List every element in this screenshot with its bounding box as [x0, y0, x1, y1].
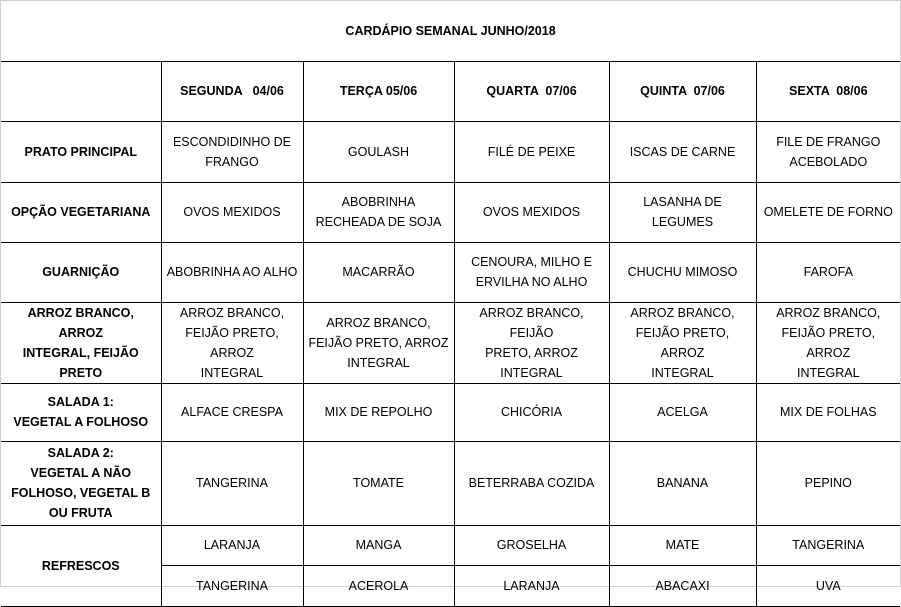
menu-cell: ACELGA [608, 382, 757, 442]
menu-cell: GROSELHA [453, 524, 610, 566]
row-label: PRATO PRINCIPAL [1, 120, 162, 183]
menu-cell: LARANJA [453, 564, 610, 607]
menu-cell: BETERRABA COZIDA [453, 440, 610, 526]
menu-cell: MATE [608, 524, 757, 566]
header-tuesday: TERÇA 05/06 [302, 60, 455, 122]
menu-cell: TANGERINA [755, 524, 901, 566]
menu-cell: FILÉ DE PEIXE [453, 120, 610, 183]
row-guarnicao: GUARNIÇÃO ABOBRINHA AO ALHO MACARRÃO CENOUR… [1, 241, 901, 303]
row-label: SALADA 2: VEGETAL A NÃO FOLHOSO, VEGETAL… [1, 440, 162, 526]
menu-cell: ARROZ BRANCO, FEIJÃO PRETO, ARROZ INTEGR… [160, 301, 304, 384]
menu-cell: MIX DE FOLHAS [755, 382, 901, 442]
row-prato-principal: PRATO PRINCIPAL ESCONDIDINHO DE FRANGO GOU… [1, 120, 901, 183]
menu-cell: TOMATE [302, 440, 455, 526]
menu-cell: PEPINO [755, 440, 901, 526]
title-row: CARDÁPIO SEMANAL JUNHO/2018 [1, 1, 901, 62]
menu-cell: ARROZ BRANCO, FEIJÃO PRETO, ARROZ INTEGR… [453, 301, 610, 384]
row-salada-1: SALADA 1: VEGETAL A FOLHOSO ALFACE CRESPA… [1, 382, 901, 442]
menu-cell: ALFACE CRESPA [160, 382, 304, 442]
header-thursday: QUINTA 07/06 [608, 60, 757, 122]
menu-cell: ARROZ BRANCO, FEIJÃO PRETO, ARROZ INTEGR… [608, 301, 757, 384]
menu-cell: MANGA [302, 524, 455, 566]
menu-cell: ABACAXI [608, 564, 757, 607]
menu-cell: ARROZ BRANCO, FEIJÃO PRETO, ARROZ INTEGR… [755, 301, 901, 384]
menu-title: CARDÁPIO SEMANAL JUNHO/2018 [1, 1, 901, 62]
header-wednesday: QUARTA 07/06 [453, 60, 610, 122]
menu-cell: GOULASH [302, 120, 455, 183]
row-label: ARROZ BRANCO, ARROZ INTEGRAL, FEIJÃO PRE… [1, 301, 162, 384]
menu-cell: UVA [755, 564, 901, 607]
row-label: REFRESCOS [1, 524, 162, 607]
header-friday: SEXTA 08/06 [755, 60, 901, 122]
menu-cell: TANGERINA [160, 440, 304, 526]
row-label: OPÇÃO VEGETARIANA [1, 181, 162, 243]
header-monday: SEGUNDA 04/06 [160, 60, 304, 122]
row-opcao-vegetariana: OPÇÃO VEGETARIANA OVOS MEXIDOS ABOBRINHA R… [1, 181, 901, 243]
row-refrescos: REFRESCOS LARANJA MANGA GROSELHA MATE TANGERI… [1, 524, 901, 607]
menu-cell: LASANHA DE LEGUMES [608, 181, 757, 243]
row-label: GUARNIÇÃO [1, 241, 162, 303]
menu-cell: TANGERINA [161, 564, 304, 607]
menu-cell: CHUCHU MIMOSO [608, 241, 757, 303]
menu-cell: FAROFA [755, 241, 901, 303]
menu-cell: ESCONDIDINHO DE FRANGO [160, 120, 304, 183]
row-label: SALADA 1: VEGETAL A FOLHOSO [1, 382, 162, 442]
menu-cell: FILE DE FRANGO ACEBOLADO [755, 120, 901, 183]
menu-cell: LARANJA [160, 524, 304, 566]
menu-cell: OVOS MEXIDOS [453, 181, 610, 243]
header-row: SEGUNDA 04/06 TERÇA 05/06 QUARTA 07/06 Q… [1, 60, 901, 122]
menu-cell: ISCAS DE CARNE [608, 120, 757, 183]
menu-cell: ABOBRINHA RECHEADA DE SOJA [302, 181, 455, 243]
menu-cell: OMELETE DE FORNO [755, 181, 901, 243]
menu-cell: MACARRÃO [302, 241, 455, 303]
menu-cell: BANANA [608, 440, 757, 526]
row-arroz-feijao: ARROZ BRANCO, ARROZ INTEGRAL, FEIJÃO PRE… [1, 301, 901, 384]
menu-cell: ABOBRINHA AO ALHO [160, 241, 304, 303]
header-corner [1, 60, 162, 122]
menu-cell: OVOS MEXIDOS [160, 181, 304, 243]
menu-cell: ARROZ BRANCO, FEIJÃO PRETO, ARROZ INTEGR… [302, 301, 455, 384]
row-salada-2: SALADA 2: VEGETAL A NÃO FOLHOSO, VEGETAL… [1, 440, 901, 526]
menu-cell: CENOURA, MILHO E ERVILHA NO ALHO [453, 241, 610, 303]
menu-cell: MIX DE REPOLHO [302, 382, 455, 442]
menu-cell: ACEROLA [302, 564, 455, 607]
menu-cell: CHICÓRIA [453, 382, 610, 442]
